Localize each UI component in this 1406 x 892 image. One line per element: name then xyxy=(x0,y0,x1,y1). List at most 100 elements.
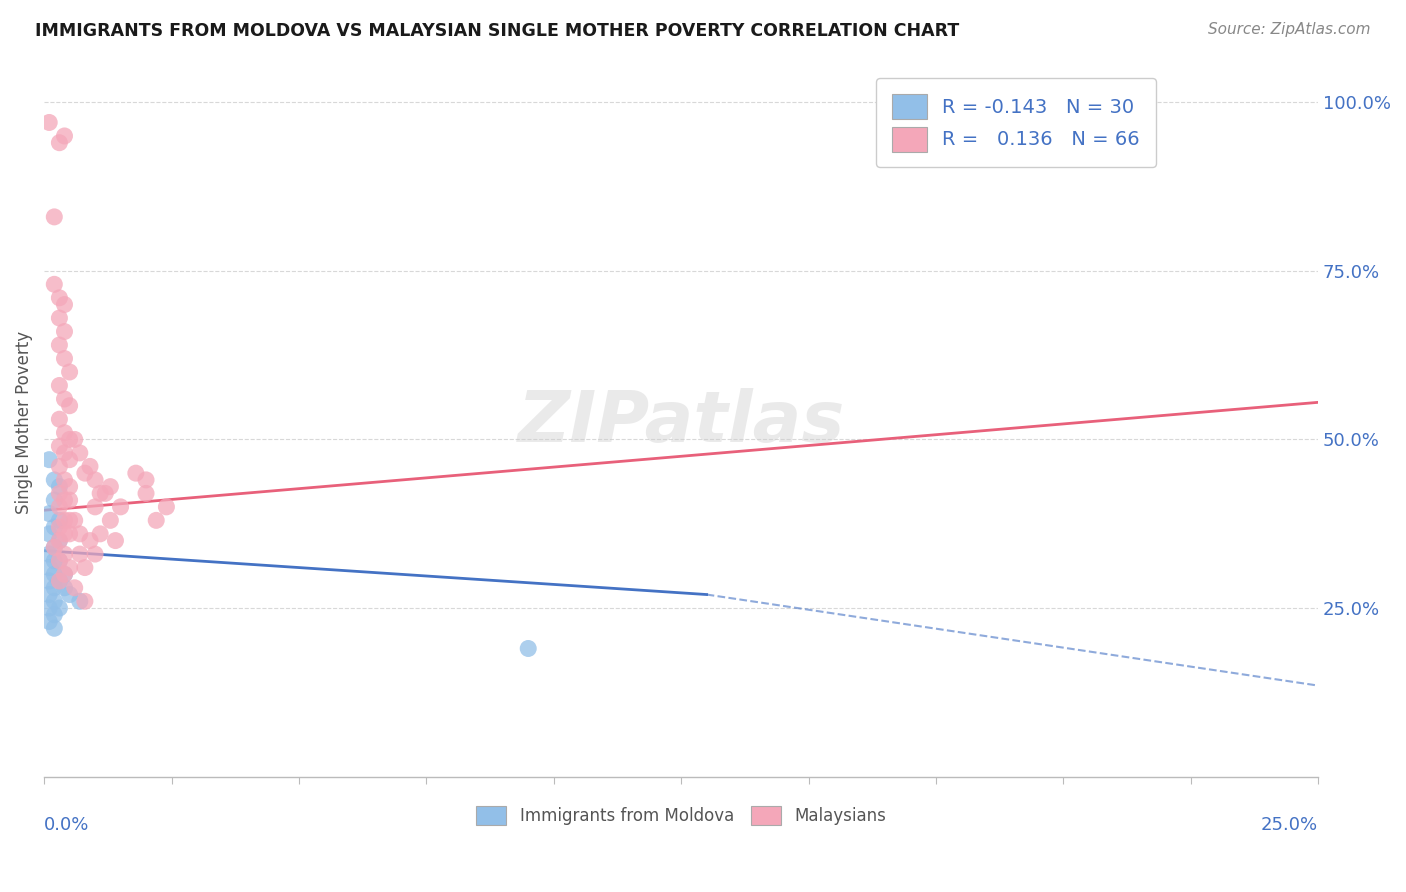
Point xyxy=(48,554,70,568)
Point xyxy=(84,547,107,561)
Point xyxy=(79,459,101,474)
Point xyxy=(48,439,70,453)
Point xyxy=(48,291,70,305)
Point xyxy=(69,547,91,561)
Point xyxy=(44,607,66,622)
Text: 0.0%: 0.0% xyxy=(44,815,90,833)
Point xyxy=(44,621,66,635)
Point xyxy=(53,297,76,311)
Point xyxy=(38,507,60,521)
Point xyxy=(145,513,167,527)
Point xyxy=(48,378,70,392)
Point xyxy=(104,533,127,548)
Point xyxy=(125,466,148,480)
Point xyxy=(135,486,157,500)
Point xyxy=(53,128,76,143)
Point xyxy=(53,325,76,339)
Point xyxy=(53,581,76,595)
Point xyxy=(53,446,76,460)
Point xyxy=(48,574,70,588)
Point xyxy=(48,533,70,548)
Point xyxy=(48,412,70,426)
Point xyxy=(38,115,60,129)
Point xyxy=(89,486,111,500)
Point xyxy=(63,433,86,447)
Point xyxy=(38,615,60,629)
Point xyxy=(53,567,76,582)
Point xyxy=(58,513,80,527)
Point xyxy=(89,526,111,541)
Point xyxy=(53,547,76,561)
Point xyxy=(79,533,101,548)
Point xyxy=(44,473,66,487)
Point xyxy=(69,446,91,460)
Point xyxy=(84,500,107,514)
Point xyxy=(58,493,80,508)
Point xyxy=(38,601,60,615)
Point xyxy=(48,574,70,588)
Point xyxy=(63,513,86,527)
Text: Source: ZipAtlas.com: Source: ZipAtlas.com xyxy=(1208,22,1371,37)
Text: IMMIGRANTS FROM MOLDOVA VS MALAYSIAN SINGLE MOTHER POVERTY CORRELATION CHART: IMMIGRANTS FROM MOLDOVA VS MALAYSIAN SIN… xyxy=(35,22,959,40)
Point xyxy=(53,526,76,541)
Text: ZIPatlas: ZIPatlas xyxy=(517,388,845,457)
Point xyxy=(58,560,80,574)
Point xyxy=(110,500,132,514)
Point xyxy=(53,473,76,487)
Point xyxy=(58,399,80,413)
Point xyxy=(53,493,76,508)
Point xyxy=(48,520,70,534)
Point xyxy=(44,541,66,555)
Point xyxy=(44,277,66,292)
Point xyxy=(38,547,60,561)
Point xyxy=(84,473,107,487)
Point xyxy=(48,459,70,474)
Point xyxy=(58,365,80,379)
Point xyxy=(98,513,121,527)
Point xyxy=(53,351,76,366)
Point xyxy=(44,567,66,582)
Y-axis label: Single Mother Poverty: Single Mother Poverty xyxy=(15,331,32,514)
Legend: Immigrants from Moldova, Malaysians: Immigrants from Moldova, Malaysians xyxy=(470,799,893,832)
Point xyxy=(58,452,80,467)
Point xyxy=(44,554,66,568)
Point xyxy=(53,425,76,440)
Point xyxy=(44,210,66,224)
Point xyxy=(73,560,96,574)
Point xyxy=(38,560,60,574)
Point xyxy=(53,513,76,527)
Point xyxy=(44,493,66,508)
Point xyxy=(98,480,121,494)
Point xyxy=(44,541,66,555)
Point xyxy=(135,473,157,487)
Point xyxy=(48,480,70,494)
Point xyxy=(38,574,60,588)
Point xyxy=(69,526,91,541)
Point xyxy=(63,581,86,595)
Point xyxy=(73,466,96,480)
Point xyxy=(48,486,70,500)
Point xyxy=(53,392,76,406)
Point xyxy=(48,513,70,527)
Point xyxy=(58,480,80,494)
Text: 25.0%: 25.0% xyxy=(1261,815,1319,833)
Point xyxy=(48,338,70,352)
Point xyxy=(58,526,80,541)
Point xyxy=(517,641,540,656)
Point xyxy=(38,588,60,602)
Point xyxy=(38,452,60,467)
Point xyxy=(53,567,76,582)
Point xyxy=(48,601,70,615)
Point xyxy=(69,594,91,608)
Point xyxy=(48,500,70,514)
Point xyxy=(48,554,70,568)
Point xyxy=(48,311,70,326)
Point xyxy=(73,594,96,608)
Point xyxy=(155,500,177,514)
Point xyxy=(94,486,117,500)
Point xyxy=(44,581,66,595)
Point xyxy=(44,520,66,534)
Point xyxy=(48,136,70,150)
Point xyxy=(58,433,80,447)
Point xyxy=(38,526,60,541)
